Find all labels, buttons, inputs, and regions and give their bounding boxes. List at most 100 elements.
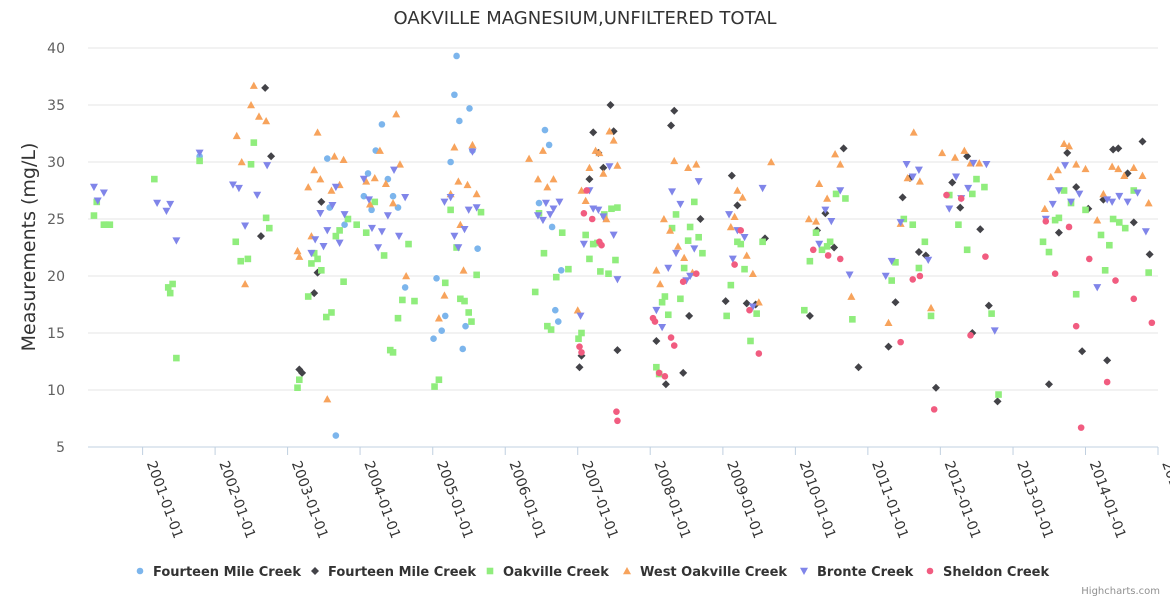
data-point[interactable] <box>241 222 250 230</box>
data-point[interactable] <box>891 298 900 307</box>
data-point[interactable] <box>1060 139 1069 148</box>
data-point[interactable] <box>377 228 386 236</box>
data-point[interactable] <box>1103 378 1111 386</box>
data-point[interactable] <box>1114 144 1123 153</box>
data-point[interactable] <box>323 313 330 321</box>
legend-symbol[interactable] <box>926 567 934 575</box>
data-point[interactable] <box>1138 171 1147 179</box>
data-point[interactable] <box>362 177 371 185</box>
data-point[interactable] <box>1081 164 1090 173</box>
data-point[interactable] <box>667 121 676 130</box>
data-point[interactable] <box>684 163 693 171</box>
data-point[interactable] <box>435 376 443 384</box>
data-point[interactable] <box>903 173 912 182</box>
data-point[interactable] <box>535 199 543 207</box>
data-point[interactable] <box>401 194 410 202</box>
data-point[interactable] <box>670 156 679 165</box>
data-point[interactable] <box>742 251 751 259</box>
data-point[interactable] <box>898 193 907 202</box>
data-point[interactable] <box>896 219 905 227</box>
legend-symbol[interactable] <box>311 567 319 575</box>
data-point[interactable] <box>344 215 352 223</box>
data-point[interactable] <box>1138 137 1147 146</box>
data-point[interactable] <box>389 199 398 207</box>
data-point[interactable] <box>548 223 556 231</box>
data-point[interactable] <box>335 239 344 247</box>
data-point[interactable] <box>583 187 590 194</box>
data-point[interactable] <box>667 334 675 341</box>
legend-symbol[interactable] <box>623 567 631 575</box>
legend-item[interactable]: Bronte Creek <box>800 565 914 580</box>
data-point[interactable] <box>1065 142 1074 150</box>
data-point[interactable] <box>721 297 730 306</box>
data-point[interactable] <box>173 354 180 362</box>
data-point[interactable] <box>405 240 412 248</box>
data-point[interactable] <box>982 253 989 260</box>
data-point[interactable] <box>686 223 694 231</box>
data-point[interactable] <box>927 312 935 320</box>
data-point[interactable] <box>914 248 923 257</box>
data-point[interactable] <box>990 327 999 335</box>
data-point[interactable] <box>738 193 747 201</box>
data-point[interactable] <box>854 363 863 372</box>
data-point[interactable] <box>552 273 560 281</box>
data-point[interactable] <box>327 186 336 194</box>
data-point[interactable] <box>541 126 549 134</box>
data-point[interactable] <box>897 338 904 346</box>
data-point[interactable] <box>402 272 411 280</box>
data-point[interactable] <box>468 148 477 156</box>
data-point[interactable] <box>605 270 612 278</box>
data-point[interactable] <box>249 81 258 89</box>
data-point[interactable] <box>328 309 335 316</box>
data-point[interactable] <box>468 140 477 149</box>
data-point[interactable] <box>653 363 660 371</box>
data-point[interactable] <box>806 257 814 265</box>
data-point[interactable] <box>1065 223 1073 231</box>
data-point[interactable] <box>748 303 757 311</box>
data-point[interactable] <box>313 128 322 136</box>
data-point[interactable] <box>472 189 481 198</box>
data-point[interactable] <box>916 272 924 280</box>
data-point[interactable] <box>993 397 1002 406</box>
data-point[interactable] <box>340 211 349 219</box>
data-point[interactable] <box>401 284 409 291</box>
data-point[interactable] <box>380 252 388 259</box>
data-point[interactable] <box>884 342 893 351</box>
data-point[interactable] <box>652 306 661 315</box>
data-point[interactable] <box>93 197 102 205</box>
data-point[interactable] <box>963 246 971 254</box>
data-point[interactable] <box>381 179 390 187</box>
data-point[interactable] <box>460 225 469 234</box>
data-point[interactable] <box>676 200 685 209</box>
data-point[interactable] <box>1108 162 1117 170</box>
data-point[interactable] <box>599 169 608 177</box>
data-point[interactable] <box>597 268 604 275</box>
data-point[interactable] <box>576 312 585 320</box>
data-point[interactable] <box>684 237 692 244</box>
data-point[interactable] <box>295 252 304 260</box>
data-point[interactable] <box>447 158 454 166</box>
data-point[interactable] <box>670 106 679 115</box>
data-point[interactable] <box>609 136 618 144</box>
data-point[interactable] <box>256 232 265 241</box>
data-point[interactable] <box>579 240 588 249</box>
data-point[interactable] <box>975 159 984 167</box>
data-point[interactable] <box>234 184 243 193</box>
data-point[interactable] <box>692 270 700 278</box>
data-point[interactable] <box>1121 224 1129 232</box>
data-point[interactable] <box>456 117 463 125</box>
data-point[interactable] <box>440 198 449 206</box>
data-point[interactable] <box>1133 189 1142 197</box>
data-point[interactable] <box>812 229 820 236</box>
data-point[interactable] <box>1039 238 1047 246</box>
data-point[interactable] <box>547 326 555 333</box>
data-point[interactable] <box>847 292 856 300</box>
data-point[interactable] <box>699 249 706 257</box>
data-point[interactable] <box>694 178 703 186</box>
data-point[interactable] <box>943 191 950 199</box>
data-point[interactable] <box>602 215 611 223</box>
data-point[interactable] <box>827 217 836 226</box>
data-point[interactable] <box>332 432 340 439</box>
data-point[interactable] <box>434 314 443 322</box>
data-point[interactable] <box>311 236 320 244</box>
